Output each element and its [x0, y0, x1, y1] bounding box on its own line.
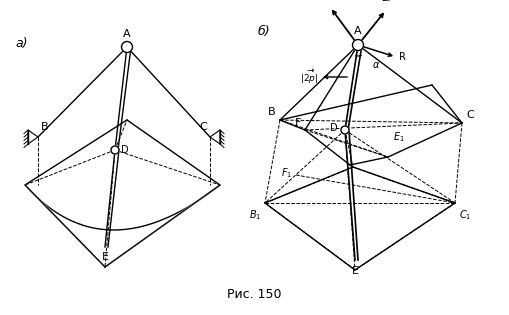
- Text: $\overline{p}$: $\overline{p}$: [323, 0, 332, 1]
- Text: $F_1$: $F_1$: [281, 166, 292, 180]
- Text: $C_1$: $C_1$: [459, 208, 471, 222]
- Text: Рис. 150: Рис. 150: [227, 288, 281, 301]
- Circle shape: [341, 126, 349, 134]
- Text: D: D: [330, 123, 338, 133]
- Text: B: B: [268, 107, 276, 117]
- Text: б): б): [258, 25, 271, 38]
- Text: R: R: [399, 52, 406, 62]
- Text: $B_1$: $B_1$: [249, 208, 261, 222]
- Circle shape: [111, 146, 119, 154]
- Text: C: C: [199, 122, 207, 132]
- Text: A: A: [123, 29, 131, 39]
- Text: E: E: [352, 266, 358, 276]
- Text: а): а): [15, 37, 27, 50]
- Text: $\overline{2P}$: $\overline{2P}$: [381, 0, 395, 4]
- Text: $E_1$: $E_1$: [393, 130, 405, 144]
- Text: A: A: [354, 26, 362, 36]
- Circle shape: [353, 39, 363, 50]
- Circle shape: [122, 42, 132, 53]
- Text: C: C: [466, 110, 474, 120]
- Text: $\alpha$: $\alpha$: [372, 60, 380, 70]
- Text: D: D: [121, 145, 129, 155]
- Text: E: E: [101, 252, 108, 262]
- Text: B: B: [41, 122, 49, 132]
- Text: F: F: [295, 118, 301, 128]
- Text: $\overrightarrow{|2p|}$: $\overrightarrow{|2p|}$: [300, 68, 318, 86]
